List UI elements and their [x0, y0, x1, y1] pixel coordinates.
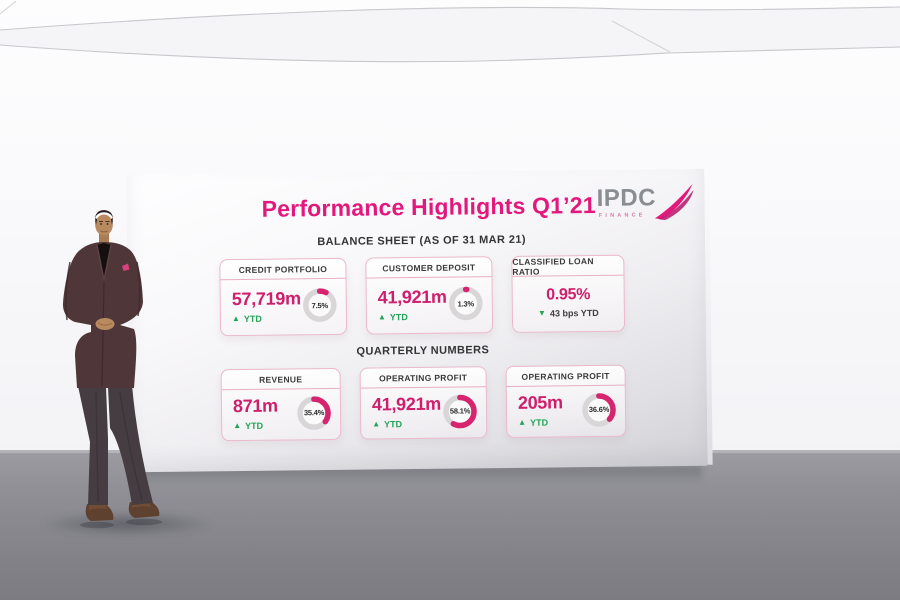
- metric-value: 41,921m: [371, 393, 442, 415]
- trend-label: YTD: [245, 420, 264, 431]
- card-title: CUSTOMER DEPOSIT: [366, 257, 492, 279]
- section-label-quarterly-numbers: QUARTERLY NUMBERS: [356, 344, 490, 358]
- kpi-card-classified-loan-ratio: CLASSIFIED LOAN RATIO 0.95% ▼ 43 bps YTD: [511, 254, 626, 333]
- cove-band: [0, 7, 900, 62]
- ceiling-line-lower: [0, 44, 900, 63]
- trend-indicator: ▲ YTD: [233, 421, 278, 432]
- lapels: [96, 244, 112, 281]
- card-title: CREDIT PORTFOLIO: [220, 258, 346, 281]
- neck: [99, 232, 109, 244]
- donut-percent-label: 36.6%: [588, 404, 610, 415]
- card-title: REVENUE: [221, 368, 340, 391]
- up-triangle-icon: ▲: [372, 419, 381, 429]
- down-triangle-icon: ▼: [537, 308, 546, 318]
- trend-indicator: ▼ 43 bps YTD: [538, 307, 599, 318]
- metric-value: 41,921m: [377, 286, 447, 307]
- quarterly-numbers-card-row: REVENUE 871m ▲ YTD 35.4%: [220, 364, 627, 442]
- mouth: [100, 230, 108, 233]
- board-side-edge: [704, 170, 713, 465]
- card-title: OPERATING PROFIT: [506, 365, 625, 387]
- head: [95, 214, 113, 236]
- trend-label: 43 bps YTD: [549, 307, 599, 318]
- donut-gauge: 7.5%: [301, 286, 339, 324]
- donut-gauge: 1.3%: [447, 284, 485, 322]
- hands: [95, 318, 115, 330]
- kpi-card-customer-deposit: CUSTOMER DEPOSIT 41,921m ▲ YTD: [365, 256, 494, 335]
- up-triangle-icon: ▲: [518, 417, 527, 427]
- trend-label: YTD: [530, 417, 549, 428]
- ceiling-line-upper: [0, 6, 900, 31]
- hair: [95, 210, 113, 219]
- metric-value: 871m: [232, 395, 278, 417]
- up-triangle-icon: ▲: [233, 421, 242, 431]
- section-label-balance-sheet: BALANCE SHEET (AS OF 31 MAR 21): [317, 233, 526, 249]
- donut-percent-label: 1.3%: [457, 298, 474, 309]
- presenter-person: [62, 210, 162, 529]
- shirt: [97, 243, 111, 278]
- metric-value: 0.95%: [546, 285, 591, 304]
- presentation-board: Performance Highlights Q1’21 IPDC FINANC…: [126, 168, 713, 473]
- kpi-card-operating-profit-2: OPERATING PROFIT 205m ▲ YTD: [505, 364, 627, 438]
- pants-left-leg: [78, 386, 108, 505]
- trend-label: YTD: [389, 311, 408, 322]
- pocket-square: [122, 263, 130, 271]
- trend-indicator: ▲ YTD: [518, 417, 563, 428]
- logo-brand-text: IPDC: [596, 184, 657, 212]
- kpi-card-revenue: REVENUE 871m ▲ YTD 35.4%: [220, 367, 342, 442]
- ipdc-logo: IPDC FINANCE: [596, 182, 697, 229]
- donut-gauge: 36.6%: [580, 390, 618, 428]
- donut-gauge: 58.1%: [441, 392, 479, 430]
- floor: [0, 450, 900, 600]
- ceiling-corner-line: [611, 20, 671, 53]
- up-triangle-icon: ▲: [377, 311, 386, 321]
- presenter-shadow: [38, 511, 216, 537]
- logo-swoosh-icon: [654, 183, 694, 221]
- metric-value: 57,719m: [231, 287, 301, 309]
- trend-label: YTD: [384, 419, 403, 430]
- donut-percent-label: 7.5%: [311, 300, 328, 310]
- metric-value: 205m: [517, 392, 563, 413]
- balance-sheet-card-row: CREDIT PORTFOLIO 57,719m ▲ YTD: [219, 254, 626, 337]
- trend-indicator: ▲ YTD: [378, 311, 447, 322]
- ceiling-corner-line-left: [0, 0, 17, 15]
- trend-label: YTD: [243, 313, 262, 324]
- donut-percent-label: 58.1%: [449, 406, 471, 416]
- donut-percent-label: 35.4%: [303, 408, 325, 418]
- ceiling-cove: [0, 0, 900, 63]
- kpi-card-credit-portfolio: CREDIT PORTFOLIO 57,719m ▲ YTD: [219, 257, 348, 337]
- pants-right-leg: [108, 385, 153, 505]
- kpi-card-operating-profit-1: OPERATING PROFIT 41,921m ▲ YTD: [359, 366, 488, 440]
- card-title: OPERATING PROFIT: [360, 367, 486, 389]
- trend-indicator: ▲ YTD: [232, 313, 301, 324]
- trend-indicator: ▲ YTD: [372, 419, 441, 430]
- card-title: CLASSIFIED LOAN RATIO: [512, 255, 624, 277]
- up-triangle-icon: ▲: [231, 313, 240, 323]
- logo-tagline-text: FINANCE: [598, 212, 646, 219]
- donut-gauge: 35.4%: [295, 393, 333, 431]
